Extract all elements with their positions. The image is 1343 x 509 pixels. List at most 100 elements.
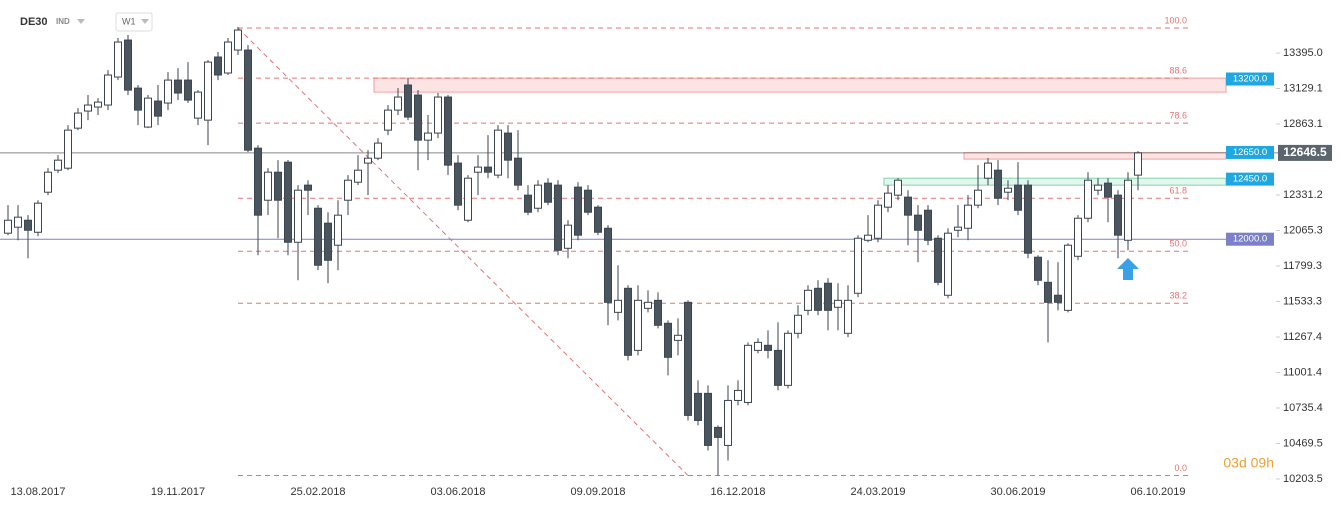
candle-body	[84, 104, 92, 112]
candle-body	[664, 322, 672, 358]
candle-body	[684, 301, 692, 416]
timeframe-box[interactable]	[115, 12, 153, 32]
candle-body	[174, 79, 182, 94]
candle-body	[714, 426, 722, 438]
candle-body	[354, 169, 362, 183]
candle-body	[24, 219, 32, 231]
level-label: 12650.0	[1233, 147, 1267, 158]
current-price-label: 12646.5	[1283, 145, 1327, 159]
candle-body	[394, 96, 402, 111]
candle-body	[784, 332, 792, 386]
fib-label: 38.2	[1169, 291, 1187, 301]
y-tick-label: 11799.3	[1283, 260, 1322, 272]
y-tick-label: 12065.3	[1283, 224, 1323, 236]
y-tick-label: 12863.1	[1283, 118, 1323, 130]
candle-body	[634, 299, 642, 351]
candle-body	[54, 159, 62, 171]
candle-body	[524, 194, 532, 213]
y-tick-label: 10469.5	[1283, 437, 1323, 449]
x-tick-label: 24.03.2019	[850, 486, 905, 498]
fib-label: 88.6	[1169, 65, 1187, 75]
candle-body	[334, 214, 342, 246]
candle-body	[774, 349, 782, 386]
candle-body	[214, 56, 222, 76]
candle-body	[654, 299, 662, 326]
x-tick-label: 30.06.2019	[990, 486, 1045, 498]
candle-body	[134, 87, 142, 111]
candle-body	[744, 344, 752, 403]
candle-body	[504, 132, 512, 161]
candle-body	[14, 216, 22, 228]
level-box	[1226, 145, 1274, 159]
symbol: DE30	[20, 16, 48, 28]
candle-body	[924, 209, 932, 241]
candle-body	[604, 227, 612, 303]
candle-body	[914, 214, 922, 231]
candle-body	[1094, 184, 1102, 191]
candle-body	[154, 100, 162, 117]
candle-body	[994, 169, 1002, 199]
candle-body	[34, 202, 42, 233]
candle-body	[1084, 179, 1092, 219]
level-label: 12450.0	[1233, 174, 1267, 185]
candle-body	[554, 184, 562, 251]
x-tick-label: 16.12.2018	[710, 486, 765, 498]
candle-body	[894, 179, 902, 196]
y-tick-label: 11267.4	[1283, 331, 1322, 343]
fib-label: 100.0	[1164, 15, 1187, 25]
level-label: 12000.0	[1233, 234, 1267, 245]
y-tick-label: 13395.0	[1283, 47, 1323, 59]
y-tick-label: 11533.3	[1283, 295, 1322, 307]
fib-trendline	[237, 27, 689, 476]
level-label: 13200.0	[1233, 74, 1267, 85]
candle-body	[304, 184, 312, 191]
candle-body	[814, 287, 822, 311]
badge-dropdown[interactable]	[77, 19, 85, 24]
y-tick-label: 13129.1	[1283, 82, 1323, 94]
candle-body	[544, 182, 552, 203]
arrow-icon	[1117, 258, 1139, 280]
candle-body	[954, 226, 962, 231]
candle-body	[884, 192, 892, 208]
timeframe[interactable]: W1	[122, 16, 136, 26]
candle-body	[444, 96, 452, 166]
candle-body	[644, 301, 652, 309]
candle-body	[1064, 244, 1072, 311]
candle-body	[284, 161, 292, 243]
candle-body	[874, 204, 882, 239]
candle-body	[574, 186, 582, 236]
candle-body	[454, 162, 462, 206]
candle-body	[904, 196, 912, 216]
candle-body	[614, 299, 622, 313]
candle-body	[294, 189, 302, 243]
candle-body	[314, 207, 322, 266]
zone	[963, 151, 1227, 160]
candle-body	[474, 166, 482, 173]
candle-body	[194, 91, 202, 119]
candle-body	[464, 177, 472, 221]
candle-body	[1124, 179, 1132, 241]
candle-body	[864, 234, 872, 241]
fib-label: 78.6	[1169, 110, 1187, 120]
candle-body	[384, 109, 392, 131]
candle-body	[1044, 281, 1052, 303]
candle-body	[404, 84, 412, 118]
candle-body	[724, 399, 732, 446]
candle-body	[44, 171, 52, 193]
x-tick-label: 19.11.2017	[151, 486, 205, 498]
level-box	[1226, 232, 1274, 246]
candle-body	[694, 392, 702, 421]
fib-label: 50.0	[1169, 239, 1187, 249]
candle-body	[434, 96, 442, 134]
timeframe-dropdown[interactable]	[141, 19, 149, 24]
candle-body	[1114, 194, 1122, 236]
y-tick-label: 10735.4	[1283, 402, 1323, 414]
candle-body	[764, 344, 772, 351]
candle-body	[484, 166, 492, 173]
x-tick-label: 06.10.2019	[1130, 486, 1185, 498]
current-price-box	[1278, 144, 1332, 161]
candle-body	[854, 237, 862, 294]
candle-body	[374, 142, 382, 159]
candle-body	[364, 157, 372, 164]
candle-body	[244, 49, 252, 151]
